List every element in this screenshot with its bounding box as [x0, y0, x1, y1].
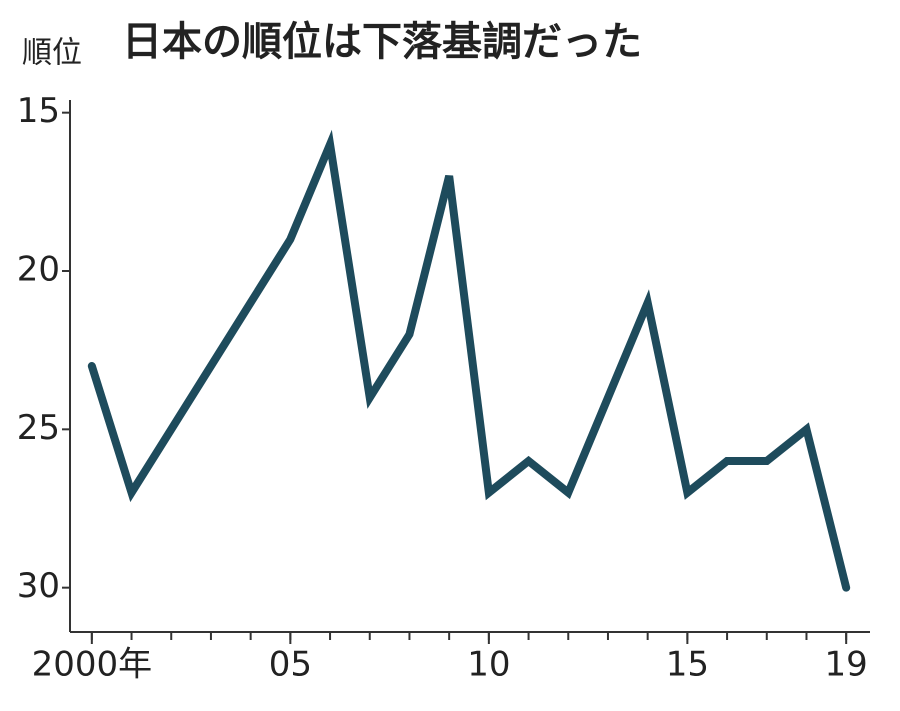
x-tick-label: 05: [269, 645, 312, 685]
x-tick-label: 19: [825, 645, 868, 685]
x-tick-label: 2000年: [32, 645, 153, 685]
chart-title: 日本の順位は下落基調だった: [122, 19, 642, 65]
y-axis-label: 順位: [22, 36, 82, 71]
x-tick-label: 15: [666, 645, 709, 685]
y-tick-label: 25: [17, 408, 60, 448]
y-tick-label: 15: [17, 91, 60, 131]
data-line: [87, 129, 851, 592]
y-tick-label: 20: [17, 250, 60, 290]
x-tick-label: 10: [467, 645, 510, 685]
y-tick-label: 30: [17, 566, 60, 606]
